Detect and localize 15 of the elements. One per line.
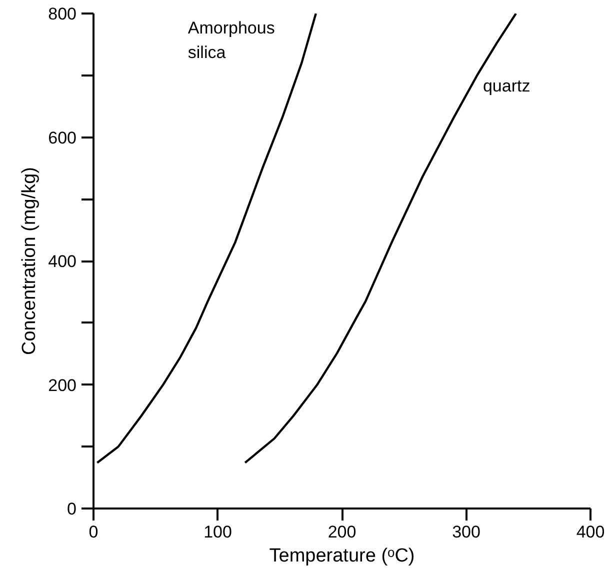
line-series (96, 14, 318, 464)
y-axis-title: Concentration (mg/kg) (19, 167, 40, 355)
x-axis-title: Temperature (ᵒC) (269, 546, 415, 566)
y-tick-label: 200 (48, 376, 77, 395)
x-tick-label: 100 (204, 522, 232, 542)
y-tick-label: 800 (48, 4, 77, 24)
x-tick-label: 200 (328, 522, 356, 542)
series-label: quartz (482, 76, 530, 96)
x-tick-label: 400 (576, 522, 605, 542)
y-tick-label: 600 (48, 128, 77, 148)
y-tick-label: 400 (48, 252, 77, 271)
x-tick-label: 300 (452, 522, 480, 542)
series-label: Amorphous silica (188, 18, 275, 62)
y-tick-label: 0 (67, 500, 77, 518)
x-tick-label: 0 (88, 522, 98, 542)
